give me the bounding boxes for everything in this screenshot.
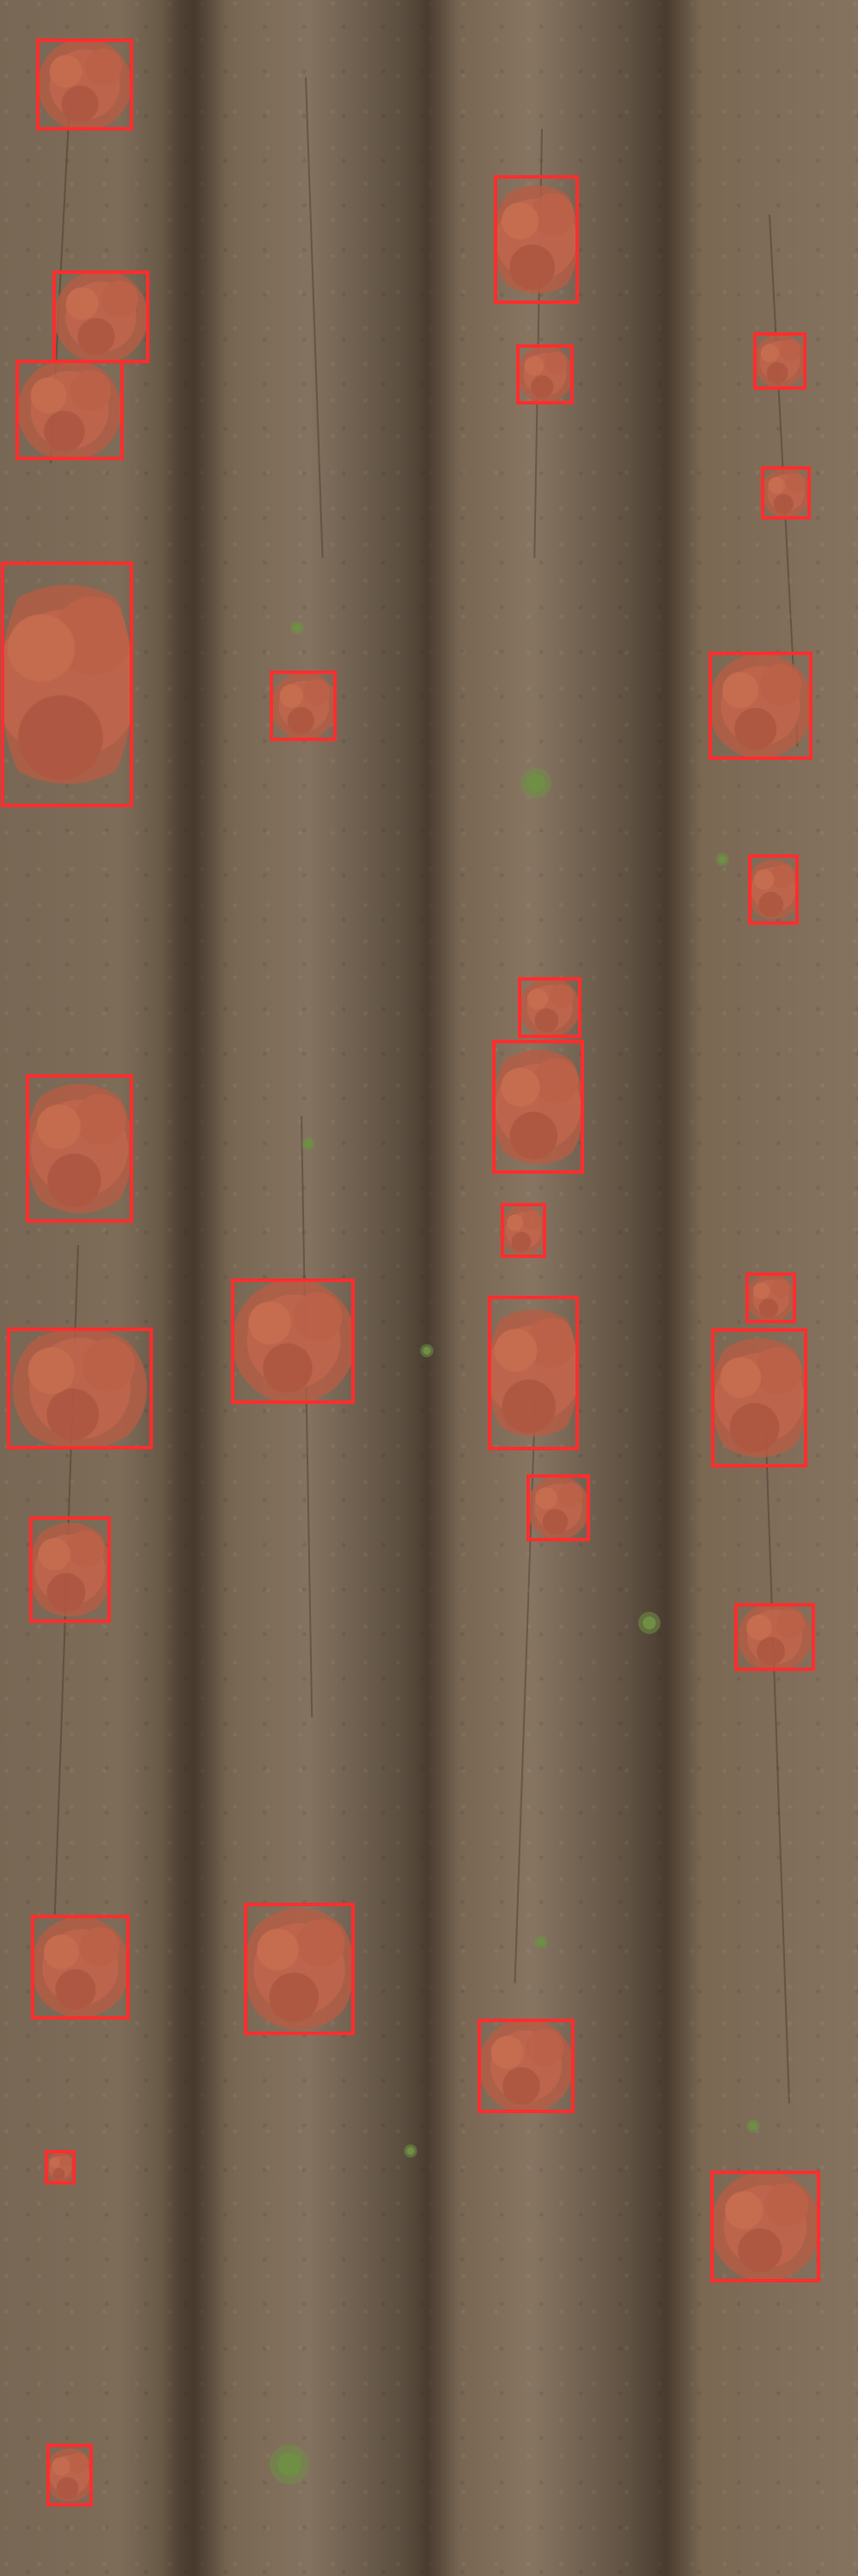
detection-box <box>231 1279 355 1404</box>
soil-furrow <box>161 0 226 2576</box>
detection-box <box>516 344 574 404</box>
plant-canopy <box>234 1280 354 1402</box>
plant-canopy <box>763 468 809 518</box>
soil-crack <box>764 1416 790 2104</box>
plant-canopy <box>712 2172 818 2281</box>
weed-sprout <box>745 2118 761 2134</box>
plant-canopy <box>48 2445 91 2505</box>
detection-box <box>492 1040 584 1174</box>
detection-box <box>15 360 124 460</box>
weed-sprout <box>301 1136 316 1151</box>
plant-canopy <box>747 1274 794 1321</box>
plant-canopy <box>494 1042 582 1172</box>
plant-canopy <box>520 979 580 1036</box>
weed-sprout <box>518 765 554 801</box>
detection-box <box>518 977 581 1038</box>
weed-sprout <box>266 2441 313 2488</box>
plant-canopy <box>713 1330 806 1466</box>
weed-sprout <box>403 2143 418 2159</box>
plant-canopy <box>272 672 336 739</box>
soil-furrow <box>395 0 459 2576</box>
detection-box <box>478 2019 575 2113</box>
plant-canopy <box>246 1905 353 2033</box>
detection-box <box>711 1328 807 1467</box>
plant-canopy <box>736 1605 813 1669</box>
detection-box <box>31 1915 130 2020</box>
detection-box <box>734 1603 815 1671</box>
plant-canopy <box>750 856 797 923</box>
weed-sprout <box>289 620 305 635</box>
plant-canopy <box>528 1476 588 1540</box>
detection-box <box>709 652 812 760</box>
detection-box <box>244 1903 355 2035</box>
plant-canopy <box>518 346 572 403</box>
soil-crack <box>305 76 324 558</box>
detection-box <box>52 270 149 363</box>
detection-box <box>526 1474 590 1541</box>
plant-canopy <box>38 40 131 129</box>
plant-canopy <box>755 334 805 388</box>
detection-box <box>494 175 579 304</box>
detection-box <box>710 2171 820 2282</box>
soil-crack <box>301 1115 313 1717</box>
plant-canopy <box>496 177 577 302</box>
plant-canopy <box>9 1329 151 1448</box>
plant-canopy <box>17 361 122 459</box>
plant-canopy <box>31 1518 109 1621</box>
detection-box <box>7 1327 153 1449</box>
weed-sprout <box>636 1610 662 1636</box>
plant-canopy <box>3 563 131 805</box>
weed-sprout <box>419 1343 435 1358</box>
plant-canopy <box>33 1917 128 2018</box>
weed-sprout <box>715 852 730 867</box>
detection-box <box>761 466 811 519</box>
detection-box <box>45 2150 76 2184</box>
soil-furrow <box>631 0 700 2576</box>
plant-canopy <box>710 653 811 758</box>
detection-box <box>29 1516 111 1623</box>
plant-canopy <box>490 1297 577 1449</box>
detection-box <box>46 2444 93 2506</box>
weed-sprout <box>533 1935 549 1950</box>
detection-box <box>745 1273 796 1323</box>
plant-canopy <box>479 2020 573 2111</box>
detection-box <box>488 1296 579 1450</box>
detection-box <box>1 562 133 807</box>
plant-canopy <box>502 1205 545 1256</box>
detection-box <box>748 854 799 925</box>
detection-box <box>36 39 133 131</box>
detection-box <box>270 671 337 741</box>
plant-canopy <box>46 2152 74 2183</box>
detection-box <box>26 1074 133 1223</box>
plant-canopy <box>27 1076 131 1221</box>
detection-box <box>501 1203 546 1258</box>
detection-box <box>753 332 806 390</box>
plant-canopy <box>54 272 148 361</box>
